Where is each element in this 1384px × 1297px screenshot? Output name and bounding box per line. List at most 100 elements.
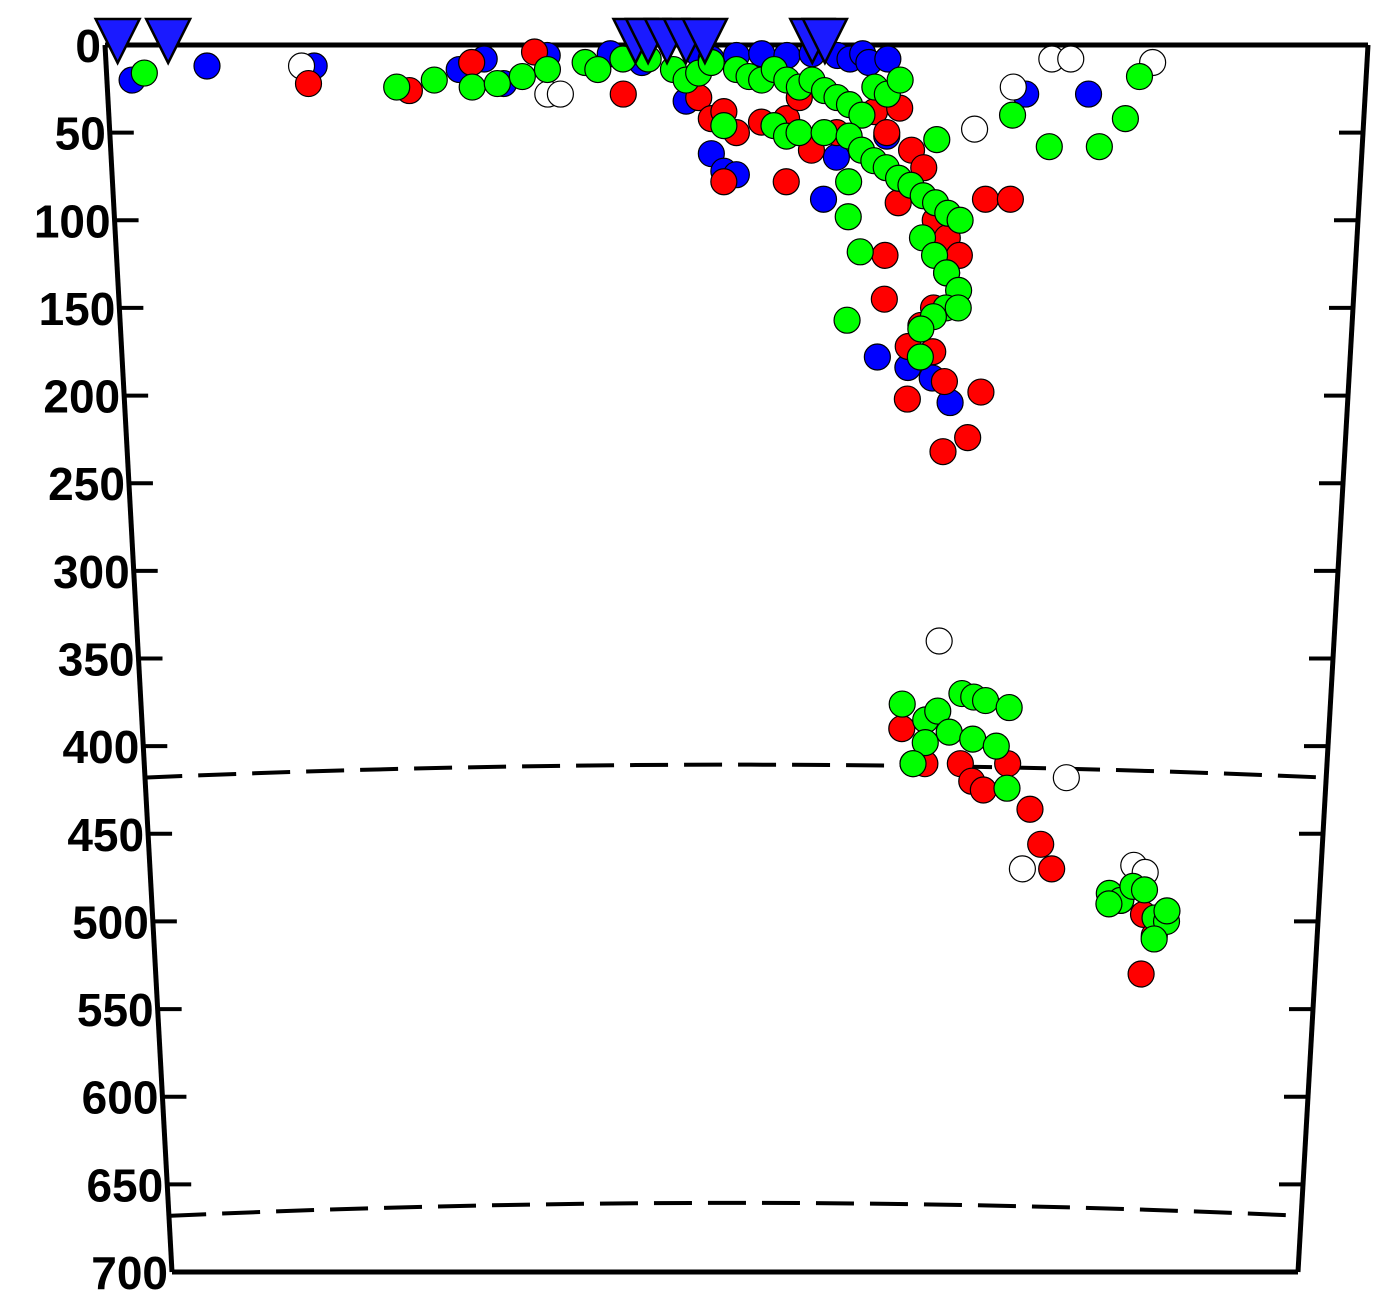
red-event-point: [888, 715, 916, 743]
green-event-point: [835, 168, 863, 196]
green-event-point: [846, 238, 874, 266]
red-event-point: [969, 776, 997, 804]
green-event-point: [995, 693, 1023, 722]
green-event-point: [899, 750, 927, 778]
red-event-point: [1016, 795, 1044, 823]
red-event-point: [930, 367, 959, 396]
white-event-point: [925, 627, 953, 655]
y-tick-label: 200: [43, 371, 120, 423]
green-event-point: [508, 62, 536, 91]
white-event-point: [960, 115, 989, 143]
green-event-point: [1153, 897, 1181, 925]
green-event-point: [710, 112, 738, 140]
red-event-point: [1038, 855, 1066, 883]
blue-event-point: [1074, 80, 1103, 108]
y-tick-label: 550: [77, 984, 154, 1036]
red-event-point: [1127, 960, 1155, 988]
y-tick-label: 350: [58, 634, 135, 686]
blue-event-point: [809, 185, 838, 213]
red-event-point: [893, 385, 921, 413]
y-tick-label: 400: [63, 721, 140, 773]
station-triangle: [680, 17, 729, 66]
white-event-point: [546, 80, 574, 108]
y-axis-tick-labels: 0 50 100 150 200 250 300 350 400 450 500 550 600 650 7…: [34, 20, 168, 1297]
green-event-point: [420, 66, 448, 94]
green-event-point: [959, 725, 987, 753]
green-event-point: [458, 73, 486, 101]
red-event-point: [870, 285, 898, 313]
white-event-point: [999, 73, 1027, 101]
station-triangle: [144, 17, 193, 66]
white-event-point: [1008, 855, 1036, 883]
green-event-point: [584, 55, 612, 84]
red-event-point: [971, 185, 1000, 213]
green-event-point: [911, 729, 939, 757]
y-tick-label: 100: [34, 195, 111, 247]
red-event-point: [710, 168, 738, 196]
green-event-point: [886, 66, 914, 94]
green-event-point: [834, 203, 862, 231]
green-event-point: [833, 306, 861, 334]
red-event-point: [873, 119, 901, 147]
blue-event-point: [863, 343, 891, 371]
green-event-point: [1140, 925, 1168, 953]
white-event-point: [1052, 764, 1080, 792]
blue-event-point: [874, 45, 902, 73]
green-event-point: [1095, 890, 1123, 918]
green-event-point: [935, 718, 963, 746]
green-event-point: [944, 294, 972, 322]
red-event-point: [871, 241, 899, 269]
y-tick-label: 500: [72, 896, 149, 948]
red-event-point: [294, 69, 323, 98]
green-event-point: [906, 343, 934, 371]
green-event-point: [993, 774, 1021, 802]
green-event-point: [946, 206, 974, 234]
green-event-point: [998, 101, 1027, 129]
red-event-point: [929, 438, 957, 466]
green-event-point: [1035, 133, 1063, 161]
y-axis-ticks: [105, 43, 1368, 1274]
green-event-point: [848, 101, 876, 129]
event-markers: [118, 38, 1181, 988]
station-markers: [93, 17, 849, 66]
red-event-point: [458, 48, 486, 77]
green-event-point: [888, 690, 916, 718]
green-event-point: [810, 119, 838, 147]
green-event-point: [1085, 133, 1113, 161]
green-event-point: [923, 126, 951, 154]
y-tick-label: 150: [39, 283, 116, 335]
green-event-point: [533, 55, 562, 84]
reference-line-660: [168, 1200, 1303, 1218]
red-event-point: [954, 424, 982, 452]
green-event-point: [785, 119, 813, 147]
reference-line-410: [144, 762, 1328, 780]
red-event-point: [772, 168, 800, 196]
red-event-point: [967, 378, 995, 406]
green-event-point: [483, 69, 511, 98]
y-tick-label: 300: [53, 546, 130, 598]
station-triangle: [93, 17, 142, 66]
green-event-point: [1111, 105, 1139, 133]
green-event-point: [924, 697, 952, 725]
y-tick-label: 600: [82, 1072, 159, 1124]
station-triangle: [800, 17, 849, 66]
y-tick-label: 0: [75, 20, 101, 72]
green-event-point: [130, 59, 158, 87]
y-tick-label: 250: [48, 458, 125, 510]
green-event-point: [1130, 876, 1159, 904]
y-tick-label: 700: [91, 1247, 168, 1297]
red-event-point: [1027, 830, 1055, 858]
green-event-point: [1125, 62, 1154, 91]
green-event-point: [907, 315, 935, 343]
y-tick-label: 50: [55, 108, 106, 160]
red-event-point: [996, 185, 1024, 213]
plot-frame: [102, 42, 1371, 1275]
reference-depth-lines: [144, 762, 1328, 1218]
y-tick-label: 450: [67, 809, 144, 861]
red-event-point: [609, 80, 637, 108]
green-event-point: [971, 686, 1000, 715]
y-tick-label: 650: [86, 1159, 163, 1211]
white-event-point: [1057, 45, 1085, 73]
green-event-point: [383, 73, 411, 101]
